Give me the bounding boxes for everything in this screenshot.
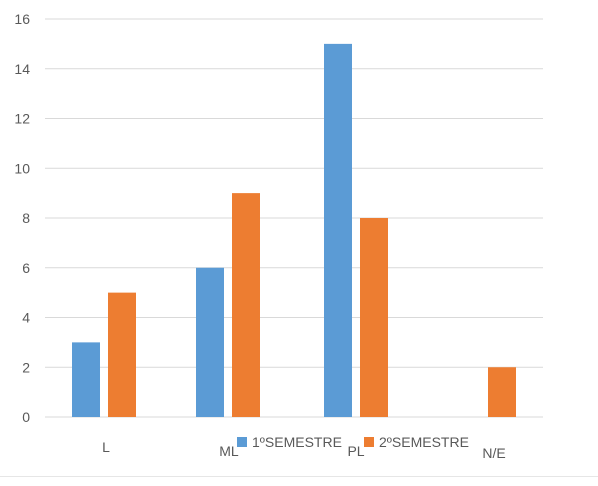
y-tick-label-0: 0	[22, 409, 30, 425]
bar-ml-series-2	[232, 193, 260, 417]
y-axis-tick-labels: 0 2 4 6 8 10 12 14 16	[14, 11, 30, 425]
legend: 1ºSEMESTRE 2ºSEMESTRE	[237, 434, 469, 450]
y-tick-label-8: 8	[22, 210, 30, 226]
x-category-label: N/E	[482, 445, 505, 461]
bar-ml-series-1	[196, 267, 224, 417]
legend-swatch-series-2	[364, 437, 374, 447]
bar-l-series-2	[108, 292, 136, 417]
y-tick-label-14: 14	[14, 61, 30, 77]
bar-ne-series-2	[488, 367, 516, 417]
y-tick-label-6: 6	[22, 260, 30, 276]
legend-label-series-2: 2ºSEMESTRE	[379, 434, 469, 450]
bar-pl-series-1	[324, 43, 352, 417]
y-tick-label-10: 10	[14, 160, 30, 176]
x-category-label: PL	[347, 443, 364, 459]
x-category-label: ML	[219, 443, 239, 459]
y-tick-label-12: 12	[14, 111, 30, 127]
x-category-label: L	[102, 439, 110, 455]
bar-pl-series-2	[360, 218, 388, 417]
y-tick-label-2: 2	[22, 359, 30, 375]
y-tick-label-16: 16	[14, 11, 30, 27]
legend-swatch-series-1	[237, 437, 247, 447]
y-tick-label-4: 4	[22, 310, 30, 326]
bar-l-series-1	[72, 342, 100, 417]
legend-label-series-1: 1ºSEMESTRE	[252, 434, 342, 450]
x-axis-category-labels: L ML PL N/E	[102, 439, 506, 461]
bars	[72, 43, 516, 417]
bottom-divider	[0, 476, 598, 477]
